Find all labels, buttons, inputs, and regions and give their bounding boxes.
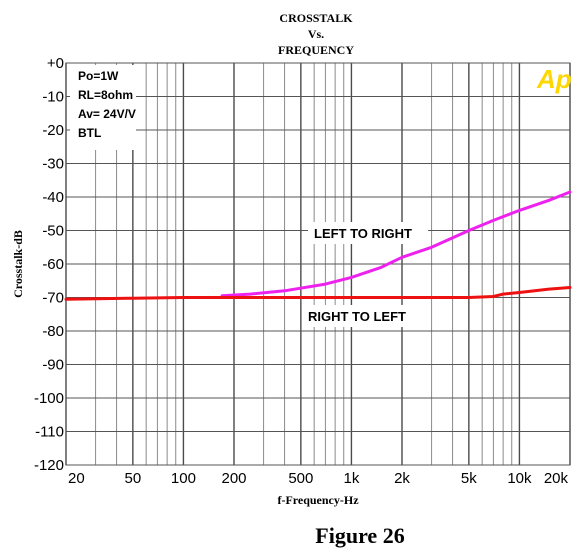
y-tick-label: +0 [47, 55, 64, 72]
y-tick-label: -90 [42, 357, 64, 374]
y-tick-label: -50 [42, 223, 64, 240]
y-tick-label: -60 [42, 256, 64, 273]
series-line-left-to-right [220, 190, 572, 298]
series-lines [64, 190, 572, 301]
series-label-left-to-right: LEFT TO RIGHT [314, 226, 412, 241]
x-tick-label: 5k [461, 470, 477, 487]
x-tick-label: 20 [68, 470, 85, 487]
ap-logo: Ap [536, 64, 572, 94]
figure-caption: Figure 26 [315, 523, 404, 548]
x-tick-label: 50 [125, 470, 142, 487]
y-tick-label: -120 [34, 457, 64, 474]
x-tick-label: 10k [507, 470, 532, 487]
x-tick-label: 2k [394, 470, 410, 487]
y-tick-label: -100 [34, 390, 64, 407]
y-axis-label: Crosstalk-dB [11, 230, 25, 298]
series-label-bg-1 [308, 222, 428, 244]
chart-title-line-3: FREQUENCY [278, 43, 354, 57]
annotation-line-4: BTL [78, 126, 101, 140]
annotation-line-2: RL=8ohm [78, 88, 133, 102]
y-tick-label: -70 [42, 290, 64, 307]
annotation-line-1: Po=1W [78, 69, 119, 83]
chart-title-line-2: Vs. [308, 27, 324, 41]
x-tick-label: 500 [288, 470, 313, 487]
chart-title-line-1: CROSSTALK [279, 11, 353, 25]
x-tick-label: 20k [544, 470, 569, 487]
x-axis-label: f-Frequency-Hz [277, 493, 359, 507]
y-tick-label: -10 [42, 89, 64, 106]
series-label-bg-2 [302, 305, 422, 327]
y-tick-label: -30 [42, 156, 64, 173]
x-tick-label: 100 [171, 470, 196, 487]
series-label-right-to-left: RIGHT TO LEFT [308, 309, 406, 324]
y-tick-label: -40 [42, 189, 64, 206]
y-tick-label: -20 [42, 122, 64, 139]
x-tick-label: 200 [221, 470, 246, 487]
x-axis-ticks: 20 50 100 200 500 1k 2k 5k 10k 20k [68, 470, 568, 487]
x-tick-label: 1k [344, 470, 360, 487]
series-line-right-to-left [64, 286, 572, 301]
annotation-box [70, 65, 136, 150]
y-axis-ticks: +0 -10 -20 -30 -40 -50 -60 -70 -80 -90 -100 -110 -12… [34, 55, 64, 474]
annotation-line-3: Av= 24V/V [78, 107, 136, 121]
y-tick-label: -80 [42, 323, 64, 340]
y-tick-label: -110 [35, 424, 64, 441]
